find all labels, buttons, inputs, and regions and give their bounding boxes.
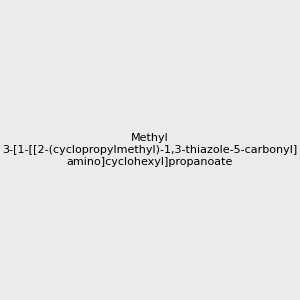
Text: Methyl 3-[1-[[2-(cyclopropylmethyl)-1,3-thiazole-5-carbonyl]
amino]cyclohexyl]pr: Methyl 3-[1-[[2-(cyclopropylmethyl)-1,3-… [2, 134, 298, 166]
